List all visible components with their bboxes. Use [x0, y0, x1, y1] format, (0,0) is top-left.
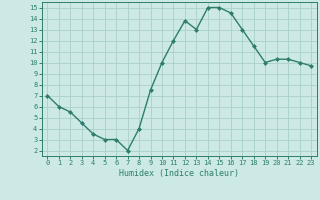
X-axis label: Humidex (Indice chaleur): Humidex (Indice chaleur) [119, 169, 239, 178]
